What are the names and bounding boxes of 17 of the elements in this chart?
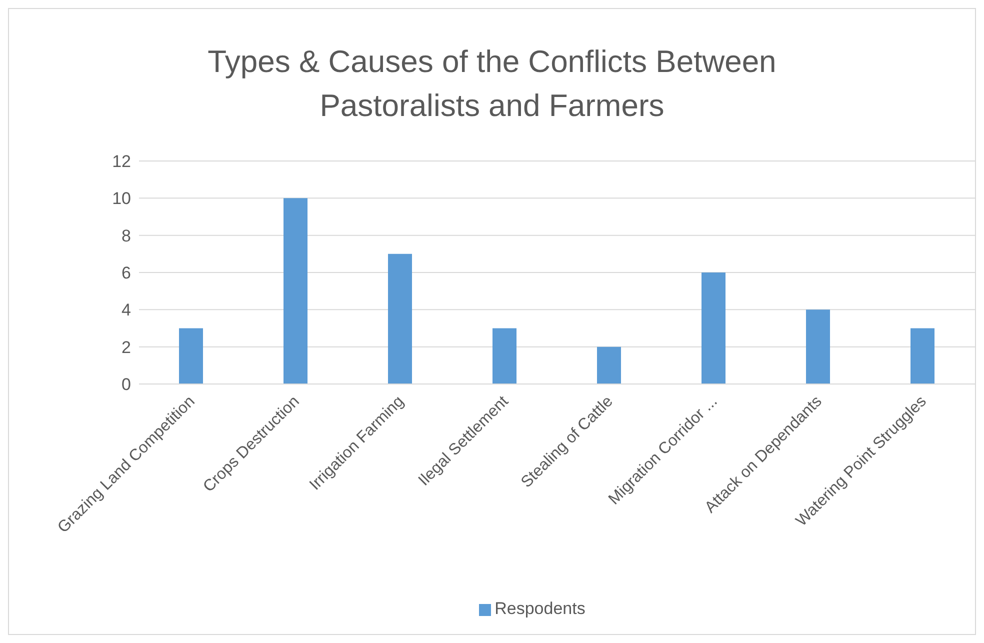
y-tick-label: 10: [112, 189, 131, 208]
y-tick-label: 4: [122, 300, 131, 320]
bar: [179, 328, 203, 384]
y-tick-label: 8: [122, 226, 131, 246]
bar: [284, 198, 308, 384]
y-tick-label: 2: [122, 338, 131, 357]
bar: [702, 272, 726, 384]
legend-label: Respodents: [494, 599, 586, 618]
bar: [388, 254, 412, 384]
y-tick-label: 0: [122, 375, 131, 394]
bar: [492, 328, 516, 384]
bar: [597, 346, 621, 384]
bar: [910, 328, 934, 384]
y-tick-label: 12: [112, 152, 131, 172]
y-tick-label: 6: [122, 264, 131, 283]
bar: [806, 310, 830, 384]
chart-title: Types & Causes of the Conflicts Between Pastoralists and Farmers: [206, 43, 778, 125]
